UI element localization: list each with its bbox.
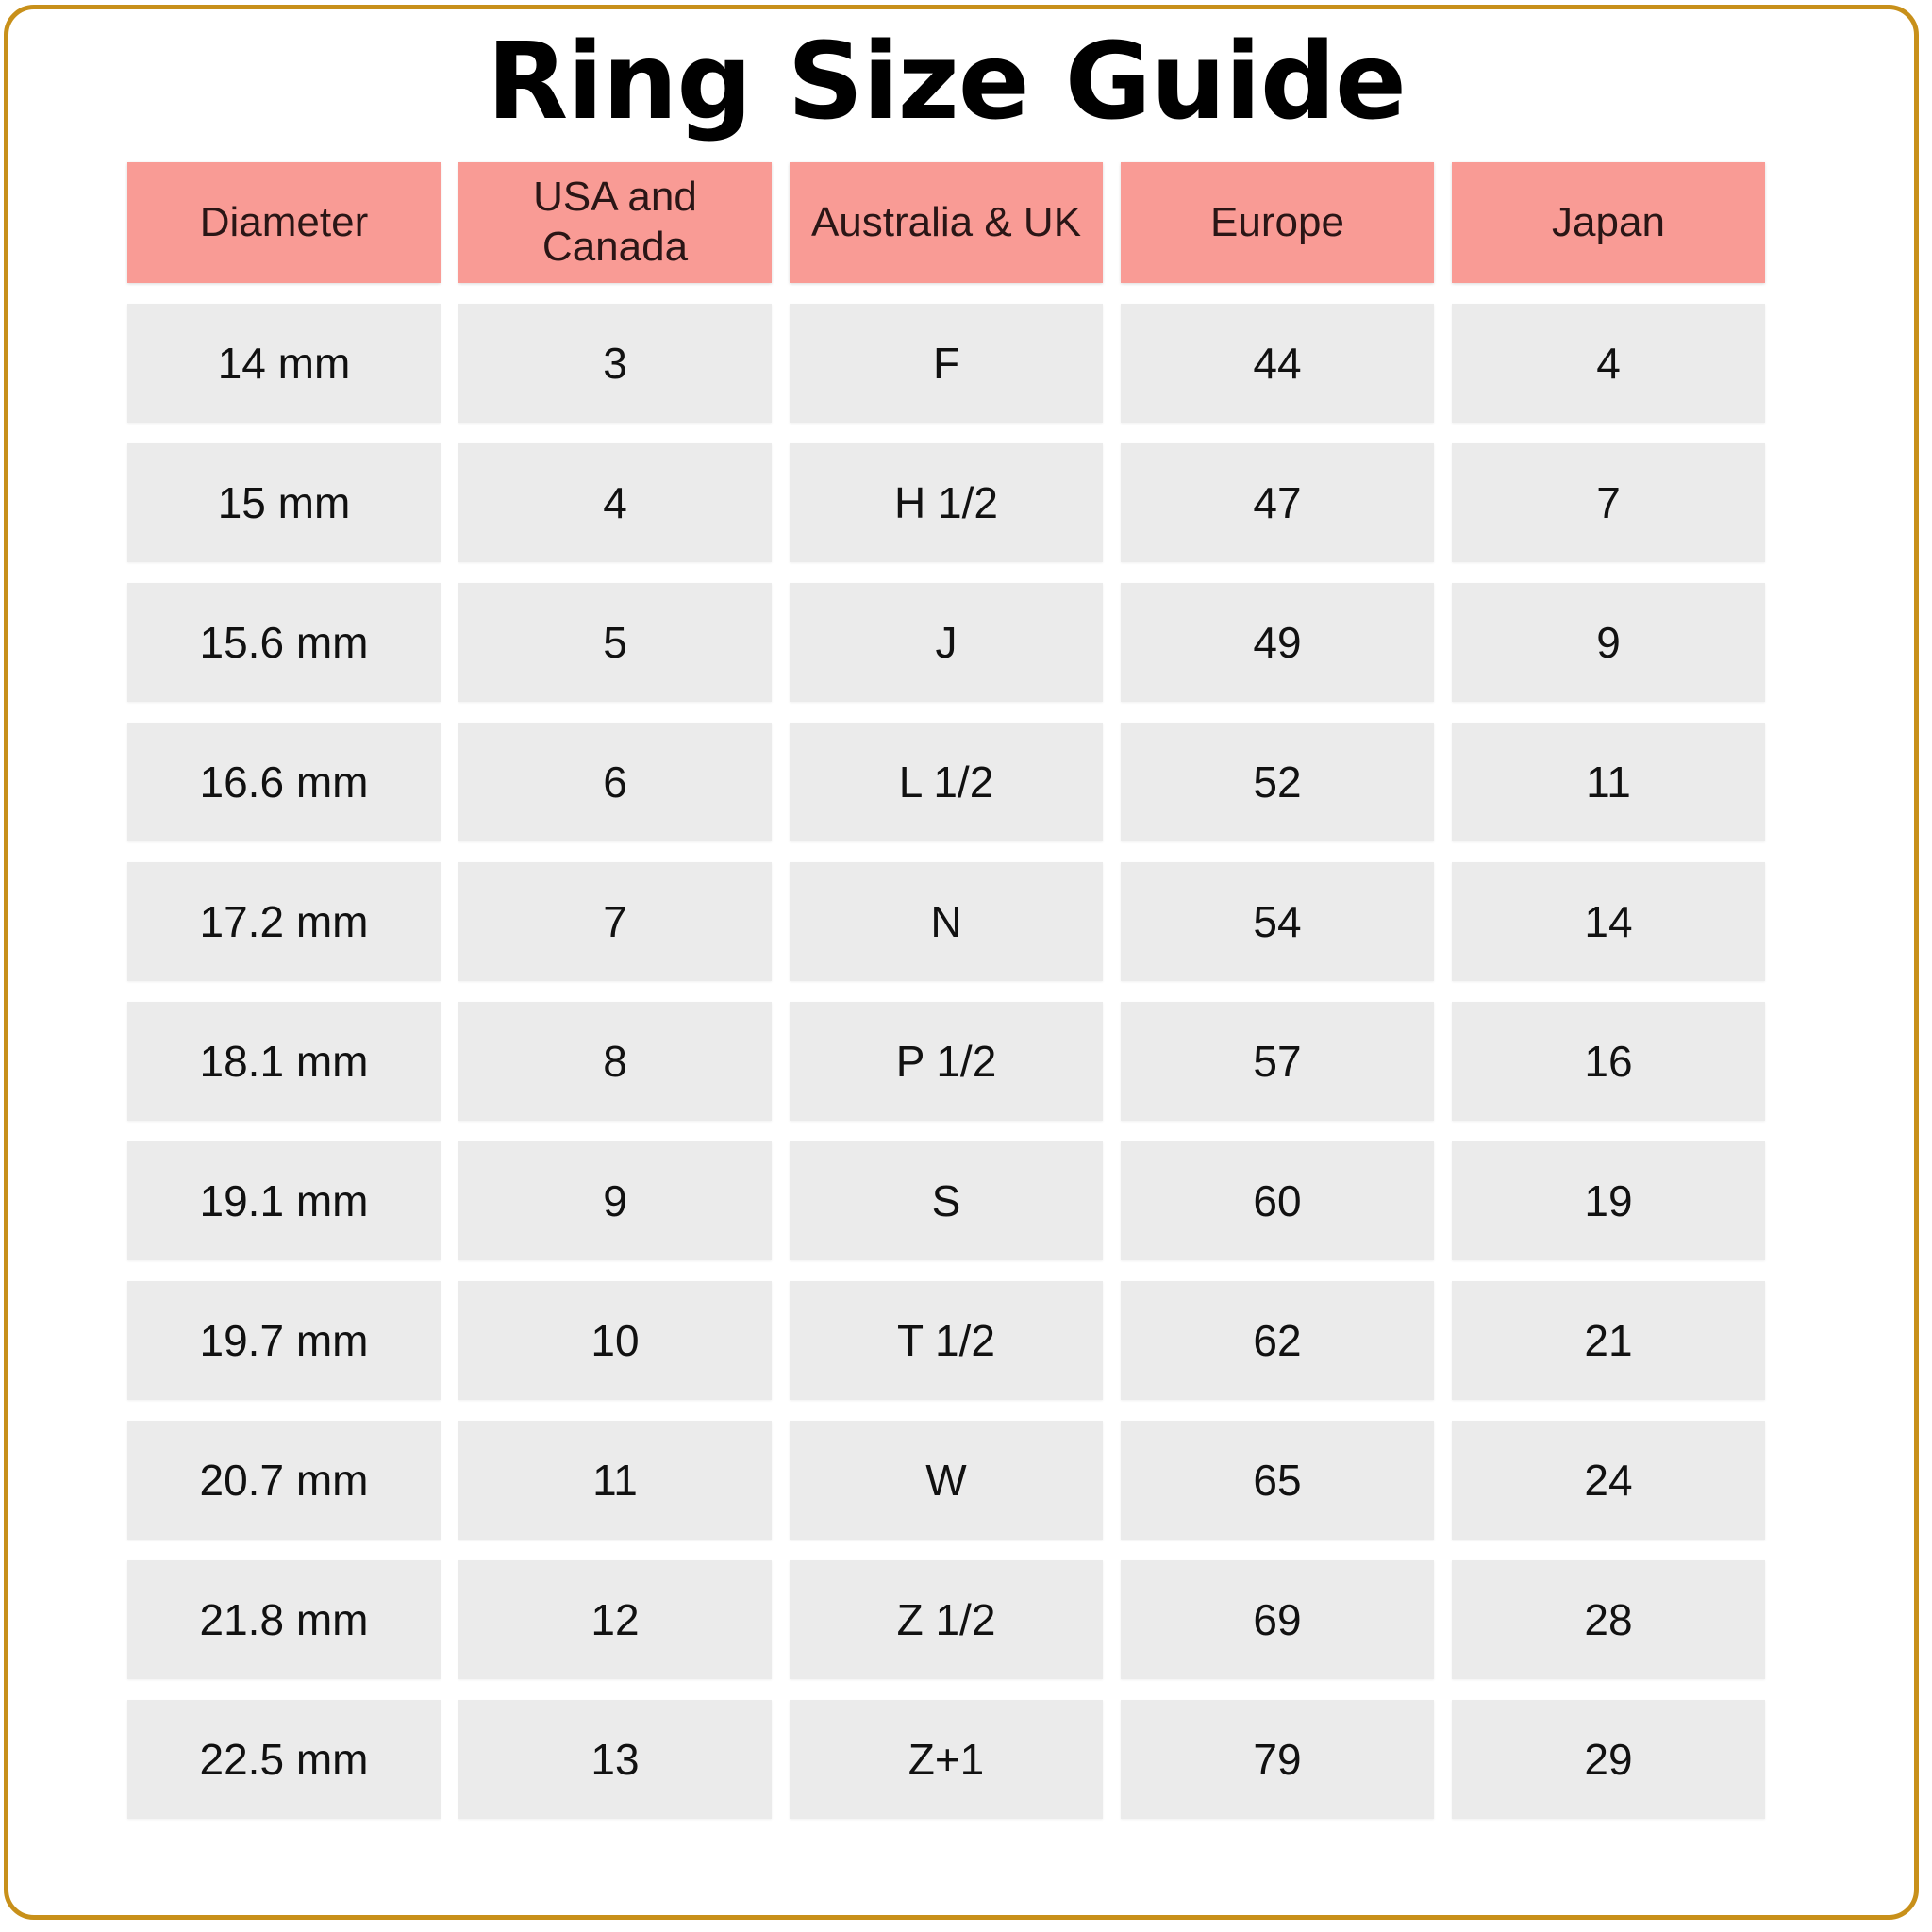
cell-diameter: 20.7 mm — [127, 1421, 441, 1540]
cell-diameter: 19.1 mm — [127, 1141, 441, 1260]
cell-australia-uk: T 1/2 — [790, 1281, 1103, 1400]
cell-australia-uk: W — [790, 1421, 1103, 1540]
cell-australia-uk: Z 1/2 — [790, 1560, 1103, 1679]
cell-europe: 57 — [1121, 1002, 1434, 1121]
cell-diameter: 15.6 mm — [127, 583, 441, 702]
cell-usa-canada: 13 — [458, 1700, 772, 1819]
cell-diameter: 21.8 mm — [127, 1560, 441, 1679]
cell-europe: 79 — [1121, 1700, 1434, 1819]
cell-australia-uk: H 1/2 — [790, 443, 1103, 562]
cell-japan: 7 — [1452, 443, 1765, 562]
cell-diameter: 15 mm — [127, 443, 441, 562]
cell-japan: 16 — [1452, 1002, 1765, 1121]
cell-japan: 29 — [1452, 1700, 1765, 1819]
cell-europe: 69 — [1121, 1560, 1434, 1679]
cell-japan: 24 — [1452, 1421, 1765, 1540]
header-japan: Japan — [1452, 162, 1765, 283]
cell-japan: 28 — [1452, 1560, 1765, 1679]
ring-size-table: Diameter USA and Canada Australia & UK E… — [127, 162, 1765, 1819]
cell-japan: 21 — [1452, 1281, 1765, 1400]
cell-usa-canada: 8 — [458, 1002, 772, 1121]
cell-europe: 49 — [1121, 583, 1434, 702]
cell-diameter: 18.1 mm — [127, 1002, 441, 1121]
gold-frame — [4, 5, 1919, 1920]
header-australia-uk: Australia & UK — [790, 162, 1103, 283]
header-diameter: Diameter — [127, 162, 441, 283]
cell-usa-canada: 10 — [458, 1281, 772, 1400]
header-usa-canada: USA and Canada — [458, 162, 772, 283]
cell-europe: 62 — [1121, 1281, 1434, 1400]
cell-australia-uk: P 1/2 — [790, 1002, 1103, 1121]
cell-europe: 65 — [1121, 1421, 1434, 1540]
cell-diameter: 17.2 mm — [127, 862, 441, 981]
cell-japan: 11 — [1452, 723, 1765, 841]
page-title: Ring Size Guide — [487, 21, 1407, 143]
cell-australia-uk: L 1/2 — [790, 723, 1103, 841]
cell-europe: 44 — [1121, 304, 1434, 423]
cell-usa-canada: 4 — [458, 443, 772, 562]
cell-usa-canada: 12 — [458, 1560, 772, 1679]
cell-europe: 60 — [1121, 1141, 1434, 1260]
cell-usa-canada: 9 — [458, 1141, 772, 1260]
cell-japan: 4 — [1452, 304, 1765, 423]
cell-australia-uk: S — [790, 1141, 1103, 1260]
cell-australia-uk: F — [790, 304, 1103, 423]
cell-diameter: 16.6 mm — [127, 723, 441, 841]
header-usa-canada-label: USA and Canada — [533, 174, 697, 270]
cell-usa-canada: 11 — [458, 1421, 772, 1540]
cell-australia-uk: J — [790, 583, 1103, 702]
cell-australia-uk: N — [790, 862, 1103, 981]
cell-europe: 52 — [1121, 723, 1434, 841]
cell-japan: 9 — [1452, 583, 1765, 702]
cell-usa-canada: 5 — [458, 583, 772, 702]
header-europe: Europe — [1121, 162, 1434, 283]
cell-diameter: 19.7 mm — [127, 1281, 441, 1400]
cell-australia-uk: Z+1 — [790, 1700, 1103, 1819]
cell-diameter: 14 mm — [127, 304, 441, 423]
cell-europe: 54 — [1121, 862, 1434, 981]
cell-usa-canada: 7 — [458, 862, 772, 981]
cell-usa-canada: 6 — [458, 723, 772, 841]
cell-japan: 19 — [1452, 1141, 1765, 1260]
cell-usa-canada: 3 — [458, 304, 772, 423]
cell-europe: 47 — [1121, 443, 1434, 562]
cell-japan: 14 — [1452, 862, 1765, 981]
cell-diameter: 22.5 mm — [127, 1700, 441, 1819]
